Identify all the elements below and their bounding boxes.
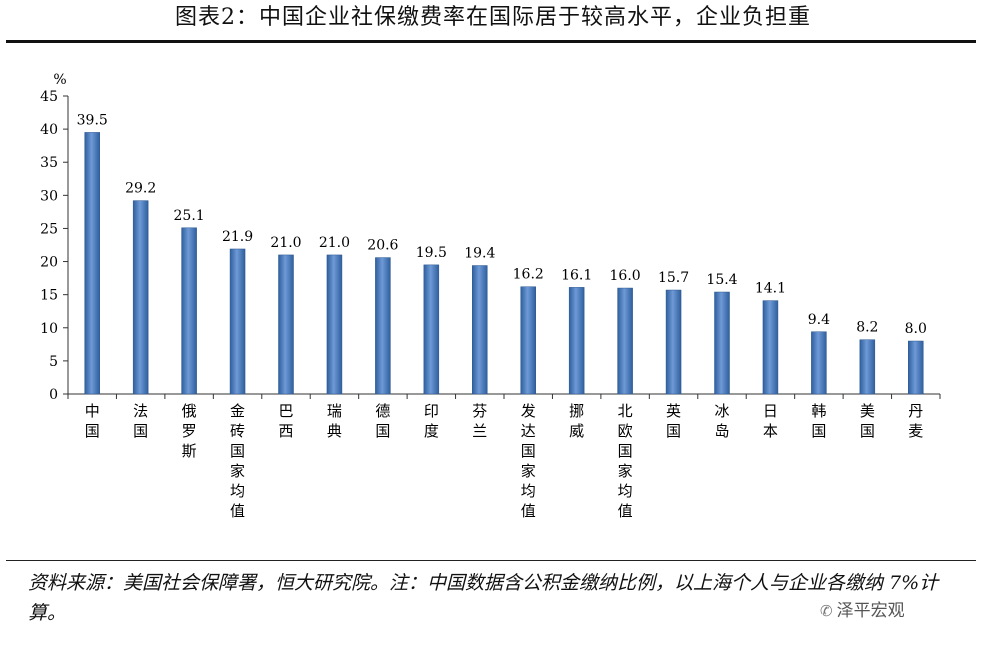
bar: [84, 132, 100, 395]
bar: [520, 286, 536, 395]
x-tick-label: 冰岛: [714, 402, 729, 440]
y-tick-label: 40: [40, 122, 58, 138]
y-tick-label: 35: [40, 155, 58, 171]
wechat-icon: ✆: [820, 602, 833, 620]
x-tick-label: 发达国家均值: [521, 402, 536, 520]
data-label: 19.5: [416, 245, 447, 261]
y-tick-label: 5: [49, 354, 58, 370]
bar: [326, 254, 343, 395]
y-tick-label: 25: [40, 221, 58, 237]
data-label: 16.1: [561, 267, 592, 283]
y-tick-label: 0: [49, 387, 58, 403]
data-label: 21.0: [270, 235, 301, 251]
bar: [859, 339, 876, 395]
x-tick-label: 巴西: [278, 402, 293, 440]
data-label: 8.0: [905, 321, 927, 337]
bar: [181, 227, 197, 395]
watermark-text: 泽平宏观: [836, 601, 905, 621]
data-label: 21.9: [222, 229, 253, 245]
data-label: 16.0: [610, 268, 641, 284]
data-label: 16.2: [513, 267, 544, 283]
x-tick-label: 北欧国家均值: [618, 402, 633, 520]
x-tick-label: 德国: [375, 402, 390, 440]
y-tick-label: 20: [40, 255, 58, 271]
data-label: 39.5: [77, 112, 108, 128]
data-label: 29.2: [125, 181, 156, 197]
source-note: 资料来源：美国社会保障署，恒大研究院。注：中国数据含公积金缴纳比例，以上海个人与…: [28, 572, 939, 624]
x-tick-label: 金砖国家均值: [230, 402, 245, 520]
source-divider: [6, 560, 976, 561]
data-label: 15.4: [706, 272, 737, 288]
x-tick-label: 瑞典: [327, 402, 342, 440]
y-tick-label: 30: [40, 188, 58, 204]
data-label: 9.4: [808, 312, 830, 328]
data-label: 14.1: [755, 281, 786, 297]
bar: [665, 289, 682, 395]
x-tick-label: 芬兰: [472, 402, 487, 440]
x-tick-label: 挪威: [569, 402, 584, 440]
x-tick-label: 美国: [860, 402, 875, 440]
bar: [375, 257, 391, 395]
bar: [617, 287, 633, 395]
bar: [229, 248, 246, 395]
x-tick-label: 韩国: [811, 402, 826, 440]
x-tick-label: 日本: [763, 402, 778, 440]
y-tick-label: 10: [40, 321, 58, 337]
x-tick-label: 丹麦: [908, 402, 923, 440]
x-tick-label: 法国: [133, 402, 148, 440]
bar: [132, 200, 149, 395]
data-label: 8.2: [856, 320, 878, 336]
bar: [278, 254, 294, 395]
bar: [423, 264, 440, 395]
bar: [908, 340, 924, 395]
x-tick-label: 英国: [666, 402, 681, 440]
y-tick-label: 45: [40, 89, 58, 105]
chart-title: 图表2：中国企业社保缴费率在国际居于较高水平，企业负担重: [175, 5, 811, 30]
y-tick-label: 15: [40, 288, 58, 304]
bar: [472, 265, 488, 395]
bar: [568, 287, 585, 395]
title-divider: [6, 40, 976, 43]
data-label: 21.0: [319, 235, 350, 251]
data-label: 19.4: [464, 246, 495, 262]
data-label: 20.6: [367, 238, 398, 254]
bar-chart: % 0 5 10 15 20 25 30 35 40 45 39.5 中国 29.2 法国 25.1 俄罗斯 21…: [40, 72, 941, 520]
y-axis-unit: %: [53, 72, 66, 88]
data-label: 25.1: [174, 208, 205, 224]
watermark: ✆ 泽平宏观: [820, 596, 905, 621]
x-tick-label: 中国: [85, 402, 100, 440]
bar: [811, 331, 827, 395]
data-label: 15.7: [658, 270, 689, 286]
bar: [762, 300, 779, 395]
x-tick-label: 俄罗斯: [182, 402, 197, 460]
x-tick-label: 印度: [424, 402, 439, 440]
bar: [714, 291, 730, 395]
